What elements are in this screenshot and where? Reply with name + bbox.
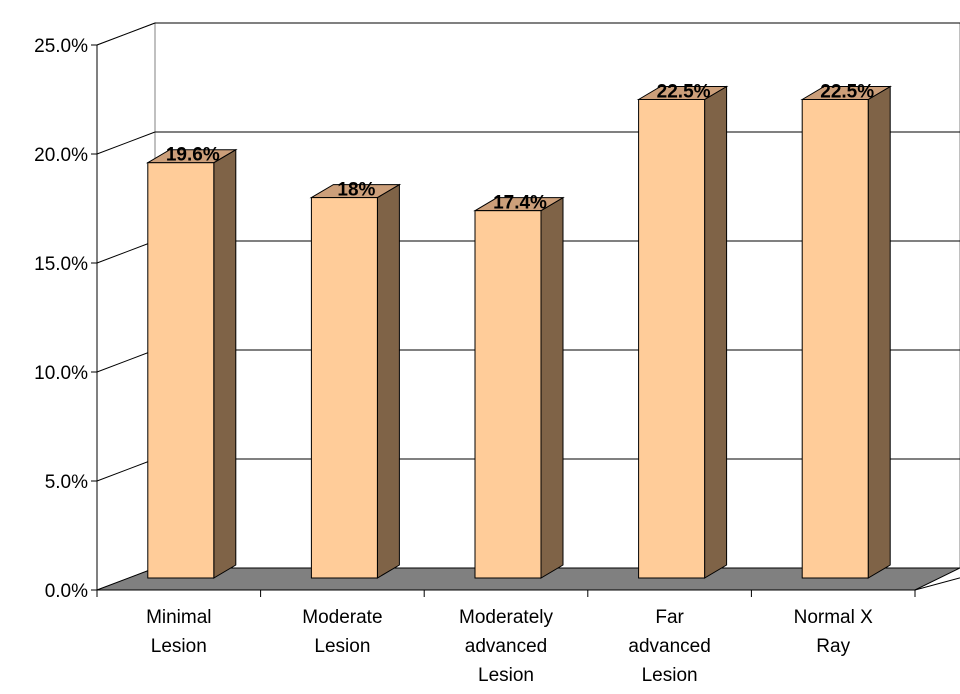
category-label-line: advanced <box>628 636 710 657</box>
gridline-side <box>96 458 156 482</box>
data-label: 18% <box>337 180 375 201</box>
bar-front <box>474 210 542 579</box>
category-label-line: Moderately <box>459 607 553 628</box>
bar <box>145 148 238 579</box>
category-label: Minimal Lesion <box>146 607 211 657</box>
data-label: 22.5% <box>657 82 711 103</box>
bar-front <box>801 99 869 579</box>
bar-side <box>376 183 400 579</box>
bar <box>309 183 402 579</box>
data-label: 17.4% <box>493 193 547 214</box>
category-label-line: advanced <box>465 636 547 657</box>
data-label: 19.6% <box>166 145 220 166</box>
y-tick-label: 25.0% <box>34 36 88 57</box>
category-label: Moderate Lesion <box>302 607 382 657</box>
category-label-line: Lesion <box>314 636 370 657</box>
gridline-side <box>96 349 156 373</box>
axes <box>91 44 916 597</box>
y-tick-label: 20.0% <box>34 145 88 166</box>
bar-front <box>310 197 378 579</box>
category-label: Moderately advanced Lesion <box>459 607 553 686</box>
bar-front <box>638 99 706 579</box>
labels: 0.0% 5.0% 10.0% 15.0% 20.0% 25.0% 19.6% Minimal… <box>34 36 874 686</box>
gridline-side <box>96 240 156 264</box>
bar-side <box>540 196 564 579</box>
category-label-line: Lesion <box>478 665 534 686</box>
bar-side <box>867 85 891 579</box>
category-label-line: Moderate <box>302 607 382 628</box>
floor-edge <box>914 577 960 591</box>
bar-side <box>704 85 728 579</box>
gridline-side <box>96 22 156 46</box>
data-label: 22.5% <box>820 82 874 103</box>
y-tick-label: 0.0% <box>45 581 88 602</box>
gridline-side <box>96 131 156 155</box>
bar-side <box>213 148 237 579</box>
category-label-line: Lesion <box>151 636 207 657</box>
bar <box>800 85 893 579</box>
bar <box>636 85 729 579</box>
y-tick-label: 5.0% <box>45 472 88 493</box>
bar <box>473 196 565 579</box>
category-label: Normal X Ray <box>794 607 874 657</box>
y-tick-label: 10.0% <box>34 363 88 384</box>
category-label-line: Lesion <box>642 665 698 686</box>
category-label-line: Ray <box>816 636 850 657</box>
side-wall <box>96 22 156 591</box>
category-label-line: Normal X <box>794 607 874 628</box>
category-label-line: Minimal <box>146 607 211 628</box>
y-tick-label: 15.0% <box>34 254 88 275</box>
category-label: Far advanced Lesion <box>628 607 710 686</box>
category-label-line: Far <box>655 607 684 628</box>
bar-front <box>147 162 215 579</box>
bars <box>145 85 893 579</box>
